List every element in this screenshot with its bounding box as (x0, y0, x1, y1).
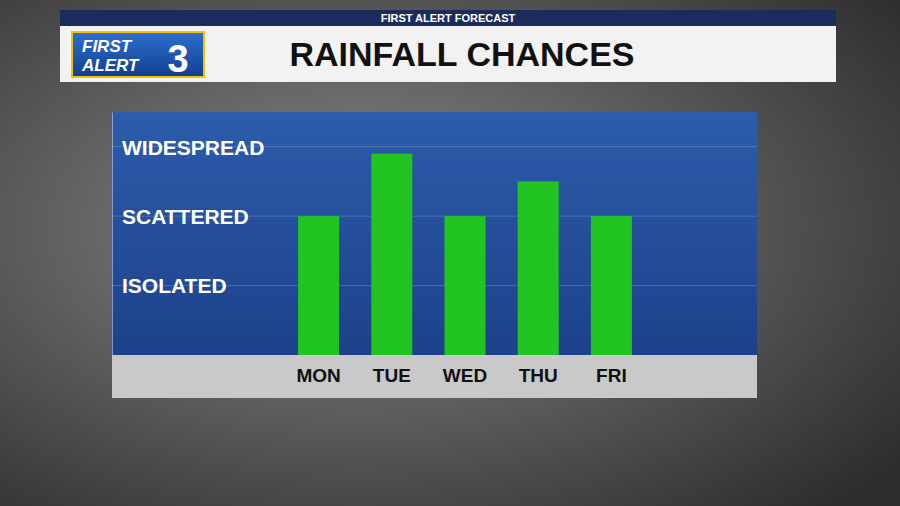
y-axis-line (112, 113, 113, 356)
category-band (112, 355, 757, 398)
subtitle: FIRST ALERT FORECAST (381, 12, 516, 24)
x-tick: TUE (373, 365, 411, 386)
x-tick-label: MON (296, 365, 340, 386)
x-tick-label: TUE (373, 365, 411, 386)
background (0, 0, 900, 506)
logo-text: FIRST (82, 37, 133, 56)
plot-panel (112, 112, 757, 355)
y-axis: ISOLATED SCATTERED WIDESPREAD (113, 113, 265, 356)
logo-text: ALERT (81, 56, 140, 75)
logo-number: 3 (167, 38, 188, 80)
title: RAINFALL CHANCES (289, 35, 634, 73)
x-tick: FRI (596, 365, 627, 386)
x-tick-label: WED (443, 365, 487, 386)
x-tick-label: FRI (596, 365, 627, 386)
title-banner (60, 26, 836, 82)
bar (445, 216, 486, 355)
y-tick-label: WIDESPREAD (122, 136, 264, 159)
bar (298, 216, 339, 355)
grid (112, 147, 757, 286)
header-strip (60, 10, 836, 26)
x-tick-label: THU (519, 365, 558, 386)
bars (298, 154, 632, 355)
chart-root: FIRST ALERT FORECAST RAINFALL CHANCES FIRS… (0, 0, 900, 506)
y-tick: SCATTERED (122, 205, 249, 228)
x-tick: WED (443, 365, 487, 386)
bar (518, 181, 559, 355)
y-tick: ISOLATED (122, 274, 227, 297)
y-tick: WIDESPREAD (122, 136, 264, 159)
bar (371, 154, 412, 355)
y-tick-label: ISOLATED (122, 274, 227, 297)
y-tick-label: SCATTERED (122, 205, 249, 228)
x-tick: THU (519, 365, 558, 386)
x-axis: MON TUE WED THU FRI (296, 365, 626, 386)
x-tick: MON (296, 365, 340, 386)
bar (591, 216, 632, 355)
